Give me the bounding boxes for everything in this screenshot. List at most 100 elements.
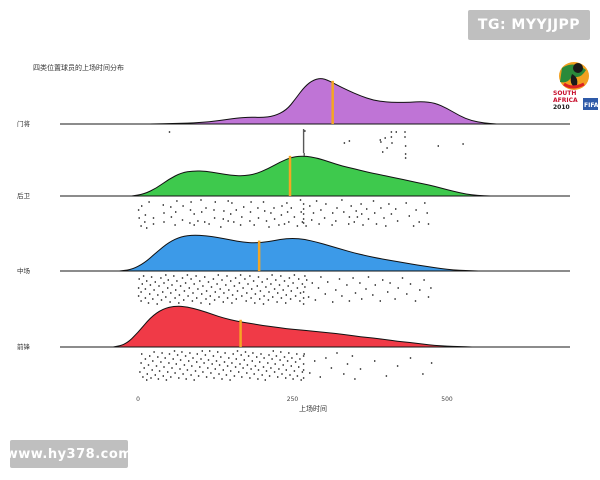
data-point [178, 294, 181, 296]
data-point [189, 352, 191, 354]
data-point [242, 287, 244, 289]
data-point [268, 375, 271, 377]
data-point [290, 290, 292, 292]
data-point [419, 289, 421, 291]
data-point [163, 221, 165, 223]
data-point [215, 360, 218, 362]
data-point [299, 199, 302, 201]
data-point [201, 211, 203, 213]
data-point [327, 281, 329, 283]
data-point [239, 274, 242, 276]
data-point [182, 373, 184, 375]
data-point [367, 276, 370, 278]
data-point [210, 286, 213, 288]
data-point [256, 285, 258, 287]
data-point [197, 220, 199, 222]
data-point [200, 199, 202, 201]
data-point [296, 353, 298, 355]
data-point [280, 275, 282, 277]
data-point [290, 365, 292, 367]
data-point [162, 204, 164, 206]
data-point [351, 355, 354, 357]
data-point [196, 353, 198, 355]
data-point [261, 281, 263, 283]
data-point [205, 298, 207, 300]
data-point [280, 351, 282, 353]
data-point [164, 357, 166, 359]
data-point [221, 378, 223, 380]
data-point [404, 157, 407, 159]
data-point [379, 300, 381, 302]
data-point [374, 360, 376, 362]
data-point [216, 283, 218, 285]
data-point [302, 355, 305, 357]
data-point [274, 363, 276, 365]
data-point [359, 368, 362, 370]
data-point [268, 354, 270, 356]
data-point [186, 369, 189, 371]
data-point [305, 225, 307, 227]
data-point [311, 282, 313, 284]
data-point [396, 220, 399, 222]
data-point [195, 275, 197, 277]
data-point [219, 288, 221, 290]
data-point [259, 298, 261, 300]
data-point [223, 292, 225, 294]
data-point [218, 364, 221, 366]
data-point [197, 288, 199, 290]
data-point [302, 133, 305, 135]
data-point [314, 360, 316, 362]
data-point [298, 278, 300, 280]
data-point [233, 221, 235, 223]
data-point [283, 223, 286, 225]
data-point [257, 369, 260, 371]
data-point [253, 373, 255, 375]
data-point [246, 292, 248, 294]
data-point [390, 213, 393, 215]
data-point [302, 151, 305, 153]
data-point [157, 294, 159, 296]
data-point [346, 284, 348, 286]
data-point [186, 274, 189, 276]
data-point [320, 209, 322, 211]
data-point [152, 223, 155, 225]
data-point [138, 278, 140, 280]
data-point [262, 201, 265, 203]
data-point [372, 294, 374, 296]
density-area [131, 155, 491, 197]
data-point [241, 216, 243, 218]
data-point [162, 291, 164, 293]
data-point [199, 280, 201, 282]
data-point [165, 379, 168, 381]
data-point [233, 375, 236, 377]
data-point [205, 376, 208, 378]
data-point [158, 285, 160, 287]
data-point [247, 355, 250, 357]
data-point [270, 367, 272, 369]
data-point [142, 376, 144, 378]
data-point [382, 279, 384, 281]
data-point [365, 288, 367, 290]
data-point [138, 217, 140, 219]
data-point [302, 145, 305, 147]
data-point [184, 282, 187, 284]
data-point [235, 358, 237, 360]
data-point [226, 275, 228, 277]
data-point [285, 302, 287, 304]
data-point [418, 221, 420, 223]
data-point [239, 363, 241, 365]
data-point [359, 282, 361, 284]
data-point [209, 303, 211, 305]
data-point [294, 295, 297, 297]
data-point [192, 357, 194, 359]
data-point [202, 285, 204, 287]
data-point [243, 206, 245, 208]
data-point [302, 363, 305, 365]
data-point [301, 221, 304, 223]
data-point [323, 217, 326, 219]
data-point [437, 145, 439, 147]
data-point [293, 370, 296, 372]
data-point [302, 213, 305, 215]
data-point [292, 378, 294, 380]
data-point [228, 289, 230, 291]
